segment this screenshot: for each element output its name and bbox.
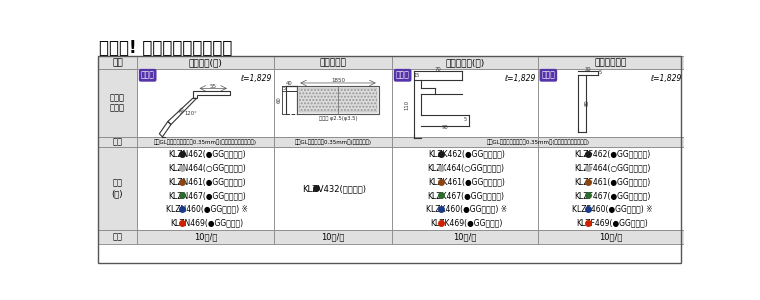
Text: けらばカバー: けらばカバー bbox=[594, 58, 627, 67]
Text: 10本/椰: 10本/椰 bbox=[194, 232, 217, 242]
Text: 10本/椰: 10本/椰 bbox=[599, 232, 622, 242]
Bar bbox=[297, 86, 378, 114]
Text: 60: 60 bbox=[276, 96, 281, 103]
Text: KLZN461(●GGブラウン): KLZN461(●GGブラウン) bbox=[168, 177, 245, 186]
Text: 軒先水切(大): 軒先水切(大) bbox=[188, 58, 223, 67]
Bar bbox=[274, 230, 392, 244]
Text: 5: 5 bbox=[464, 117, 467, 122]
Text: 70: 70 bbox=[434, 67, 441, 72]
Text: KLZF462(●GGブラック): KLZF462(●GGブラック) bbox=[575, 149, 651, 158]
Text: KLZV432(ブラック): KLZV432(ブラック) bbox=[302, 184, 366, 193]
Text: 高耕候: 高耕候 bbox=[541, 71, 556, 80]
Text: KLZF460(●GGブルー) ※: KLZF460(●GGブルー) ※ bbox=[572, 205, 653, 214]
Bar bbox=[137, 147, 274, 230]
Text: 90: 90 bbox=[442, 125, 448, 130]
Text: KLZK460(●GGブルー) ※: KLZK460(●GGブルー) ※ bbox=[426, 205, 507, 214]
Text: KLZN462(●GGブラック): KLZN462(●GGブラック) bbox=[168, 149, 245, 158]
Text: 品番
(色): 品番 (色) bbox=[112, 179, 123, 198]
Bar bbox=[537, 230, 684, 244]
Text: けらば水切(大): けらば水切(大) bbox=[445, 58, 484, 67]
Text: ℓ=1,829: ℓ=1,829 bbox=[651, 74, 682, 83]
Text: 80: 80 bbox=[178, 106, 185, 115]
Bar bbox=[137, 69, 274, 137]
Bar bbox=[537, 147, 684, 230]
Text: KLZF461(●GGブラウン): KLZF461(●GGブラウン) bbox=[575, 177, 651, 186]
Text: 材質: 材質 bbox=[112, 137, 122, 146]
Bar bbox=[274, 147, 392, 230]
Text: 80: 80 bbox=[584, 100, 590, 106]
Bar bbox=[274, 137, 392, 147]
Bar bbox=[98, 56, 137, 69]
Text: 10本/椰: 10本/椰 bbox=[453, 232, 477, 242]
Text: 30: 30 bbox=[584, 67, 591, 72]
Text: 110: 110 bbox=[404, 100, 409, 110]
Text: 15: 15 bbox=[413, 73, 420, 78]
Bar bbox=[299, 88, 377, 112]
Bar bbox=[98, 137, 137, 147]
Bar bbox=[98, 230, 137, 244]
Text: 品名: 品名 bbox=[112, 58, 123, 67]
Text: 5: 5 bbox=[599, 70, 602, 76]
Text: 塗装GL高耕食めっき銅柿0.35mm厚(グラッサ用メタル役物): 塗装GL高耕食めっき銅柿0.35mm厚(グラッサ用メタル役物) bbox=[154, 139, 257, 145]
Text: KLZF464(○GGシルバー): KLZF464(○GGシルバー) bbox=[574, 163, 651, 172]
Bar bbox=[537, 137, 684, 147]
Text: 120°: 120° bbox=[185, 111, 198, 116]
Text: KLZF467(●GGグリーン): KLZF467(●GGグリーン) bbox=[574, 191, 651, 200]
Text: 塗装GL高耕食めっき銅柿0.35mm厚(グラッサ用メタル役物): 塗装GL高耕食めっき銅柿0.35mm厚(グラッサ用メタル役物) bbox=[486, 139, 590, 145]
Text: KLZF469(●GGレッド): KLZF469(●GGレッド) bbox=[576, 219, 648, 228]
Text: 軒先換気口: 軒先換気口 bbox=[319, 58, 347, 67]
Text: KLZN464(○GGシルバー): KLZN464(○GGシルバー) bbox=[168, 163, 246, 172]
Text: KLZN469(●GGレッド): KLZN469(●GGレッド) bbox=[170, 219, 243, 228]
Text: KLZN460(●GGブルー) ※: KLZN460(●GGブルー) ※ bbox=[166, 205, 248, 214]
Bar bbox=[98, 69, 137, 137]
Text: 高耕候: 高耕候 bbox=[141, 71, 154, 80]
Bar bbox=[274, 69, 392, 137]
Text: KLZK461(●GGブラウン): KLZK461(●GGブラウン) bbox=[428, 177, 505, 186]
Text: 5: 5 bbox=[283, 86, 286, 91]
Text: 入数: 入数 bbox=[112, 232, 122, 242]
Text: KLZK462(●GGブラック): KLZK462(●GGブラック) bbox=[428, 149, 505, 158]
Text: 「快適! 熱シャット工法」用: 「快適! 熱シャット工法」用 bbox=[99, 39, 233, 57]
Text: KLZK467(●GGグリーン): KLZK467(●GGグリーン) bbox=[428, 191, 505, 200]
Text: KLZK469(●GGレッド): KLZK469(●GGレッド) bbox=[430, 219, 502, 228]
Text: 形状・
サイズ: 形状・ サイズ bbox=[110, 93, 125, 113]
Text: 40: 40 bbox=[287, 81, 293, 86]
Bar bbox=[137, 230, 274, 244]
Text: 1850: 1850 bbox=[331, 78, 345, 83]
Bar bbox=[137, 137, 274, 147]
Bar bbox=[537, 69, 684, 137]
Bar bbox=[392, 137, 537, 147]
Text: 55: 55 bbox=[209, 83, 217, 88]
Bar bbox=[392, 69, 537, 137]
Text: 10本/椰: 10本/椰 bbox=[321, 232, 344, 242]
Bar bbox=[274, 56, 392, 69]
Text: KLZN467(●GGグリーン): KLZN467(●GGグリーン) bbox=[168, 191, 246, 200]
Text: ℓ=1,829: ℓ=1,829 bbox=[240, 74, 272, 83]
Text: KLZK464(○GGシルバー): KLZK464(○GGシルバー) bbox=[428, 163, 505, 172]
Bar bbox=[392, 56, 537, 69]
Text: 高耕候: 高耕候 bbox=[396, 71, 410, 80]
Bar bbox=[137, 56, 274, 69]
Bar bbox=[392, 147, 537, 230]
Bar bbox=[98, 56, 681, 263]
Text: 塗装GLめっき銅柿0.35mm厚(メタル役物): 塗装GLめっき銅柿0.35mm厚(メタル役物) bbox=[294, 139, 372, 145]
Bar bbox=[98, 147, 137, 230]
Text: 換気穴 φ2.5(φ3.5): 換気穴 φ2.5(φ3.5) bbox=[318, 116, 357, 121]
Bar bbox=[392, 230, 537, 244]
Bar bbox=[537, 56, 684, 69]
Text: ℓ=1,829: ℓ=1,829 bbox=[504, 74, 535, 83]
